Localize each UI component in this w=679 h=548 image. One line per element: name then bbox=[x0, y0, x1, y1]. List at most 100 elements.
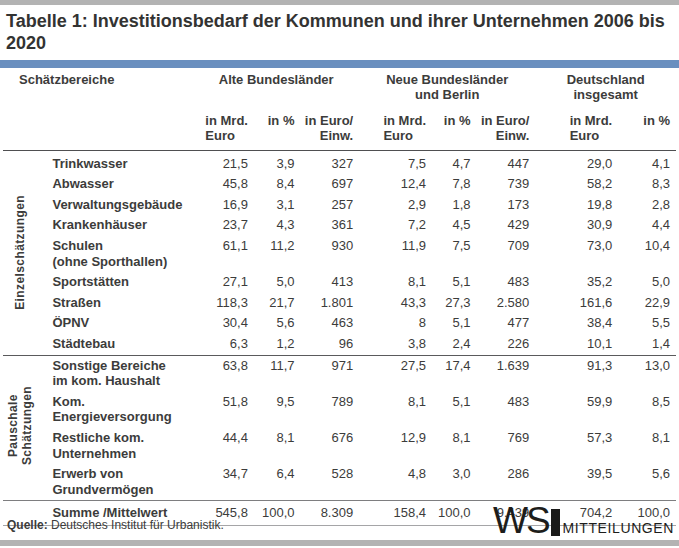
cell-value: 5,1 bbox=[432, 272, 477, 293]
cell-value: 11,9 bbox=[359, 236, 432, 272]
column-subheader-text: in Euro/ Einw. bbox=[305, 114, 353, 144]
cell-value: 4,1 bbox=[618, 150, 676, 174]
cell-value: 45,8 bbox=[193, 174, 254, 195]
cell-value: 12,9 bbox=[359, 428, 432, 464]
cell-value: 709 bbox=[477, 236, 536, 272]
cell-value: 5,0 bbox=[254, 272, 301, 293]
table-row: Restliche kom. Unternehmen44,48,167612,9… bbox=[3, 428, 676, 464]
cell-value: 5,1 bbox=[432, 313, 477, 334]
row-label: Straßen bbox=[39, 293, 193, 314]
column-subheader: in % bbox=[618, 106, 676, 150]
cell-value: 39,5 bbox=[535, 464, 618, 501]
column-subheader-text: in Mrd. Euro bbox=[205, 114, 248, 144]
column-subheader: in Mrd. Euro bbox=[359, 106, 432, 150]
cell-value: 483 bbox=[477, 272, 536, 293]
cell-value: 447 bbox=[477, 150, 536, 174]
cell-value: 286 bbox=[477, 464, 536, 501]
cell-value: 63,8 bbox=[193, 355, 254, 392]
cell-value: 27,5 bbox=[359, 355, 432, 392]
row-label: Sportstätten bbox=[39, 272, 193, 293]
cell-value: 2,4 bbox=[432, 334, 477, 355]
column-subheader-text: in % bbox=[444, 113, 471, 128]
column-group-header: Deutschland insgesamt bbox=[535, 68, 676, 106]
table-row: EinzelschätzungenTrinkwasser21,53,93277,… bbox=[3, 150, 676, 174]
row-label: Erwerb von Grundvermögen bbox=[39, 464, 193, 501]
cell-value: 11,7 bbox=[254, 355, 301, 392]
cell-value: 3,9 bbox=[254, 150, 301, 174]
cell-value: 4,7 bbox=[432, 150, 477, 174]
column-subheader: in Euro/ Einw. bbox=[300, 106, 359, 150]
cell-value: 118,3 bbox=[193, 293, 254, 314]
cell-value: 57,3 bbox=[535, 428, 618, 464]
source-note: Quelle: Deutsches Institut für Urbanisti… bbox=[7, 518, 224, 536]
cell-value: 8,3 bbox=[618, 174, 676, 195]
column-group-header: Neue Bundesländer und Berlin bbox=[359, 68, 535, 106]
cell-value: 5,6 bbox=[618, 464, 676, 501]
cell-value: 1,4 bbox=[618, 334, 676, 355]
top-divider-bar bbox=[0, 0, 679, 5]
cell-value: 10,1 bbox=[535, 334, 618, 355]
cell-value: 5,0 bbox=[618, 272, 676, 293]
cell-value: 3,1 bbox=[254, 195, 301, 216]
table-row: Erwerb von Grundvermögen34,76,45284,83,0… bbox=[3, 464, 676, 501]
cell-value: 35,2 bbox=[535, 272, 618, 293]
empty-header-cell bbox=[3, 106, 193, 150]
cell-value: 697 bbox=[300, 174, 359, 195]
table-row: Kom. Energieversorgung51,89,57898,15,148… bbox=[3, 392, 676, 428]
column-subheader-text: in Mrd. Euro bbox=[570, 114, 613, 144]
column-subheader: in Mrd. Euro bbox=[535, 106, 618, 150]
cell-value: 257 bbox=[300, 195, 359, 216]
investment-table: SchätzbereicheAlte BundesländerNeue Bund… bbox=[3, 68, 676, 526]
row-label: Städtebau bbox=[39, 334, 193, 355]
cell-value: 1,2 bbox=[254, 334, 301, 355]
cell-value: 8,1 bbox=[618, 428, 676, 464]
cell-value: 27,1 bbox=[193, 272, 254, 293]
cell-value: 528 bbox=[300, 464, 359, 501]
column-subheader: in % bbox=[432, 106, 477, 150]
footer: Quelle: Deutsches Institut für Urbanisti… bbox=[0, 507, 679, 536]
cell-value: 5,1 bbox=[432, 392, 477, 428]
accent-bar bbox=[0, 60, 679, 68]
row-label: Kom. Energieversorgung bbox=[39, 392, 193, 428]
table-row: ÖPNV30,45,646385,147738,45,5 bbox=[3, 313, 676, 334]
source-label: Quelle: bbox=[7, 518, 48, 532]
cell-value: 8,1 bbox=[432, 428, 477, 464]
cell-value: 29,0 bbox=[535, 150, 618, 174]
cell-value: 8,5 bbox=[618, 392, 676, 428]
cell-value: 3,0 bbox=[432, 464, 477, 501]
cell-value: 8,1 bbox=[359, 272, 432, 293]
header-unit-row: in Mrd. Euroin %in Euro/ Einw.in Mrd. Eu… bbox=[3, 106, 676, 150]
cell-value: 4,4 bbox=[618, 215, 676, 236]
cell-value: 463 bbox=[300, 313, 359, 334]
row-label: Verwaltungsgebäude bbox=[39, 195, 193, 216]
cell-value: 5,6 bbox=[254, 313, 301, 334]
cell-value: 161,6 bbox=[535, 293, 618, 314]
table-title: Tabelle 1: Investitionsbedarf der Kommun… bbox=[6, 11, 666, 55]
column-subheader: in Euro/ Einw. bbox=[477, 106, 536, 150]
column-subheader: in % bbox=[254, 106, 301, 150]
cell-value: 2.580 bbox=[477, 293, 536, 314]
row-group-label: Pauschale Schätzungen bbox=[7, 386, 35, 465]
cell-value: 8 bbox=[359, 313, 432, 334]
column-subheader-text: in Mrd. Euro bbox=[383, 114, 426, 144]
row-label: Restliche kom. Unternehmen bbox=[39, 428, 193, 464]
cell-value: 3,8 bbox=[359, 334, 432, 355]
cell-value: 44,4 bbox=[193, 428, 254, 464]
table-row: Abwasser45,88,469712,47,873958,28,3 bbox=[3, 174, 676, 195]
cell-value: 22,9 bbox=[618, 293, 676, 314]
cell-value: 769 bbox=[477, 428, 536, 464]
logo-i-bar-icon bbox=[551, 509, 560, 536]
cell-value: 8,1 bbox=[359, 392, 432, 428]
cell-value: 61,1 bbox=[193, 236, 254, 272]
cell-value: 38,4 bbox=[535, 313, 618, 334]
cell-value: 789 bbox=[300, 392, 359, 428]
cell-value: 930 bbox=[300, 236, 359, 272]
table-row: Pauschale SchätzungenSonstige Bereiche i… bbox=[3, 355, 676, 392]
cell-value: 7,5 bbox=[359, 150, 432, 174]
column-group-header: Alte Bundesländer bbox=[193, 68, 359, 106]
cell-value: 1,8 bbox=[432, 195, 477, 216]
cell-value: 477 bbox=[477, 313, 536, 334]
cell-value: 96 bbox=[300, 334, 359, 355]
cell-value: 13,0 bbox=[618, 355, 676, 392]
cell-value: 11,2 bbox=[254, 236, 301, 272]
